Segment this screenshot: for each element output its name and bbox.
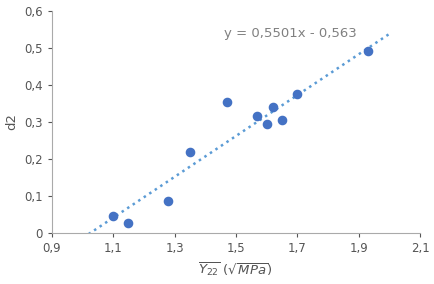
Point xyxy=(263,122,270,126)
Point xyxy=(278,118,285,122)
Point xyxy=(125,221,132,225)
Point xyxy=(109,214,116,218)
Text: y = 0,5501x - 0,563: y = 0,5501x - 0,563 xyxy=(223,27,355,40)
Y-axis label: d2: d2 xyxy=(6,114,19,130)
Point xyxy=(186,150,193,155)
Point xyxy=(223,99,230,104)
X-axis label: $\overline{Y_{22}}$ $(\sqrt{MPa})$: $\overline{Y_{22}}$ $(\sqrt{MPa})$ xyxy=(198,261,273,278)
Point xyxy=(253,114,260,119)
Point xyxy=(293,92,300,96)
Point xyxy=(364,49,371,54)
Point xyxy=(164,199,171,203)
Point xyxy=(269,105,276,109)
